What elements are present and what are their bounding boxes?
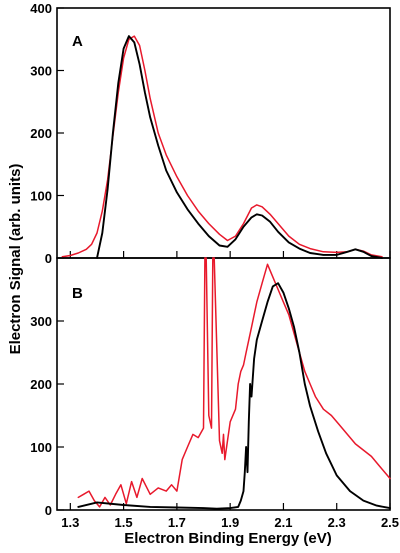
panel-a-frame <box>56 7 391 259</box>
panel-b-ticks: 0 100 200 300 1.3 1.5 1.7 1.9 2.1 2.3 2.5 <box>30 314 399 530</box>
panel-b-frame <box>56 257 391 511</box>
panel-b-ytick-label: 300 <box>30 314 52 329</box>
x-axis-title: Electron Binding Energy (eV) <box>124 530 332 547</box>
panel-a-series <box>61 35 383 259</box>
panel-b-simulation-line <box>77 282 391 510</box>
panel-b: B 0 100 200 300 1.3 1.5 1.7 1.9 2.1 2.3 2.5 <box>30 257 399 530</box>
panel-a-ytick-label: 200 <box>30 126 52 141</box>
panel-b-xtick-label: 2.5 <box>381 515 399 530</box>
panel-a: A 0 100 200 300 400 <box>30 1 391 266</box>
panel-b-ytick-label: 100 <box>30 440 52 455</box>
panel-a-label: A <box>72 33 83 50</box>
panel-b-label: B <box>72 285 83 302</box>
panel-a-simulation-line <box>96 35 383 259</box>
panel-b-experiment-line <box>77 257 391 508</box>
panel-a-ytick-label: 300 <box>30 64 52 79</box>
panel-b-ytick-label: 0 <box>45 503 52 518</box>
panel-a-ytick-label: 100 <box>30 189 52 204</box>
panel-b-xtick-label: 2.3 <box>328 515 346 530</box>
panel-b-xtick-label: 1.5 <box>115 515 133 530</box>
panel-a-ytick-label: 0 <box>45 251 52 266</box>
panel-b-xtick-label: 2.1 <box>274 515 292 530</box>
panel-a-ticks: 0 100 200 300 400 <box>30 1 391 266</box>
panel-b-xtick-label: 1.7 <box>168 515 186 530</box>
panel-a-experiment-line <box>61 35 383 258</box>
panel-b-ytick-label: 200 <box>30 377 52 392</box>
panel-b-series <box>77 257 391 510</box>
panel-a-ytick-label: 400 <box>30 1 52 16</box>
panel-b-xtick-label: 1.9 <box>221 515 239 530</box>
panel-b-xtick-label: 1.3 <box>61 515 79 530</box>
y-axis-title: Electron Signal (arb. units) <box>7 164 24 355</box>
